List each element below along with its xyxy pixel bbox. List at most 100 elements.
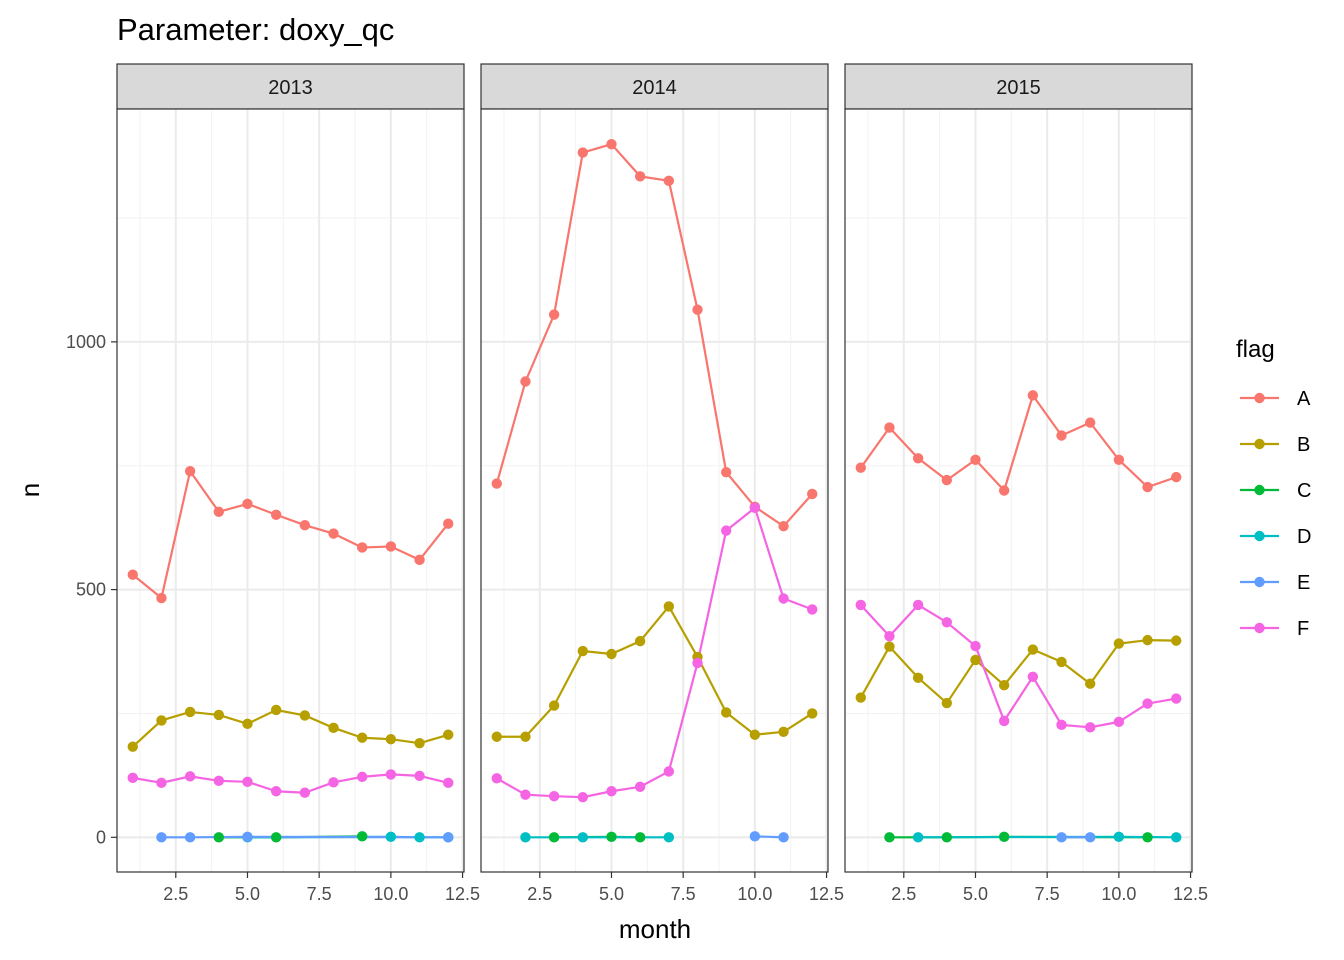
data-point-A [998, 485, 1010, 496]
data-point-E [1084, 832, 1096, 843]
facet-strip-label: 2014 [632, 77, 677, 99]
data-point-F [491, 773, 502, 784]
data-point-E [242, 831, 253, 843]
x-tick-label: 10.0 [373, 884, 408, 904]
data-point-E [184, 832, 196, 843]
series-line-A [859, 394, 1178, 492]
x-tick-label: 7.5 [1035, 884, 1060, 904]
data-point-F [213, 775, 225, 787]
legend-label: E [1297, 572, 1310, 594]
data-point-F [1171, 693, 1182, 704]
data-point-B [270, 704, 282, 716]
data-point-A [634, 171, 646, 182]
data-point-A [299, 519, 311, 531]
data-point-B [912, 672, 924, 683]
data-point-C [941, 832, 953, 843]
data-point-D [1171, 832, 1182, 843]
y-tick-label: 1000 [66, 332, 106, 352]
legend-label: D [1297, 526, 1311, 548]
data-point-B [242, 718, 253, 730]
data-point-F [520, 789, 531, 800]
x-tick-label: 12.5 [445, 884, 480, 904]
series-line-A [131, 470, 450, 600]
data-point-B [749, 729, 761, 740]
facet-panels: 2013 2.5 5.0 7.5 10.0 12.5 0 500 1000 2014 2.5 5.0 7… [66, 63, 1208, 904]
data-point-B [720, 707, 732, 718]
data-point-A [1113, 454, 1125, 465]
data-point-A [213, 506, 225, 518]
data-point-F [941, 617, 953, 628]
x-tick-label: 2.5 [163, 884, 188, 904]
x-tick-label: 12.5 [1173, 884, 1208, 904]
data-point-F [720, 525, 732, 536]
facet-strip [844, 63, 1193, 110]
data-point-C [1142, 832, 1153, 843]
facet-strip [480, 63, 829, 110]
data-point-B [1027, 644, 1039, 655]
x-tick-label: 10.0 [1101, 884, 1136, 904]
data-point-B [1084, 678, 1096, 689]
data-point-F [356, 771, 368, 783]
chart-title: Parameter: doxy_qc [117, 12, 394, 47]
data-point-F [548, 790, 560, 802]
data-point-C [884, 832, 895, 843]
data-point-B [884, 641, 895, 652]
data-point-A [127, 569, 138, 580]
data-point-C [356, 831, 368, 842]
legend-item-B: B [1240, 434, 1310, 456]
legend-key-point [1254, 438, 1265, 450]
data-point-B [548, 700, 560, 711]
data-point-A [970, 454, 981, 465]
data-point-D [520, 832, 531, 843]
legend-key-point [1254, 484, 1265, 496]
data-point-F [1113, 716, 1125, 728]
data-point-A [912, 453, 924, 464]
data-point-B [184, 706, 196, 718]
data-point-B [941, 697, 953, 709]
data-point-A [807, 488, 818, 500]
data-point-F [443, 777, 454, 789]
data-point-A [606, 138, 617, 150]
y-tick-label: 0 [96, 827, 106, 847]
data-point-B [213, 709, 225, 721]
x-tick-label: 2.5 [527, 884, 552, 904]
data-point-B [998, 680, 1010, 691]
data-point-A [778, 520, 789, 532]
data-point-B [606, 648, 617, 660]
data-point-B [855, 692, 866, 703]
legend-label: C [1297, 480, 1311, 502]
data-point-E [749, 831, 761, 842]
data-point-F [606, 786, 617, 797]
data-point-A [692, 304, 703, 315]
data-point-C [548, 832, 560, 843]
x-tick-label: 12.5 [809, 884, 844, 904]
data-point-A [663, 175, 675, 187]
data-point-F [1142, 698, 1153, 709]
legend-item-D: D [1240, 526, 1311, 548]
data-point-F [156, 777, 167, 789]
data-point-B [1142, 634, 1153, 646]
data-point-A [491, 478, 502, 489]
data-point-A [184, 465, 196, 477]
data-point-D [385, 831, 397, 843]
data-point-C [998, 831, 1010, 843]
legend-item-F: F [1240, 618, 1309, 640]
data-point-F [242, 776, 253, 788]
data-point-F [414, 770, 425, 782]
y-tick-label: 500 [76, 580, 106, 600]
data-point-A [443, 518, 454, 529]
data-point-D [912, 832, 924, 843]
legend-item-E: E [1240, 572, 1310, 594]
data-point-F [692, 657, 703, 669]
data-point-D [1113, 831, 1125, 843]
data-point-A [385, 541, 397, 552]
data-point-F [385, 769, 397, 780]
facet-strip-label: 2013 [268, 77, 313, 99]
data-point-F [299, 787, 311, 798]
data-point-A [1027, 390, 1039, 401]
data-point-B [634, 635, 646, 647]
data-point-F [127, 772, 138, 784]
data-point-D [414, 832, 425, 843]
data-point-B [1113, 638, 1125, 649]
panel-background [845, 109, 1192, 872]
